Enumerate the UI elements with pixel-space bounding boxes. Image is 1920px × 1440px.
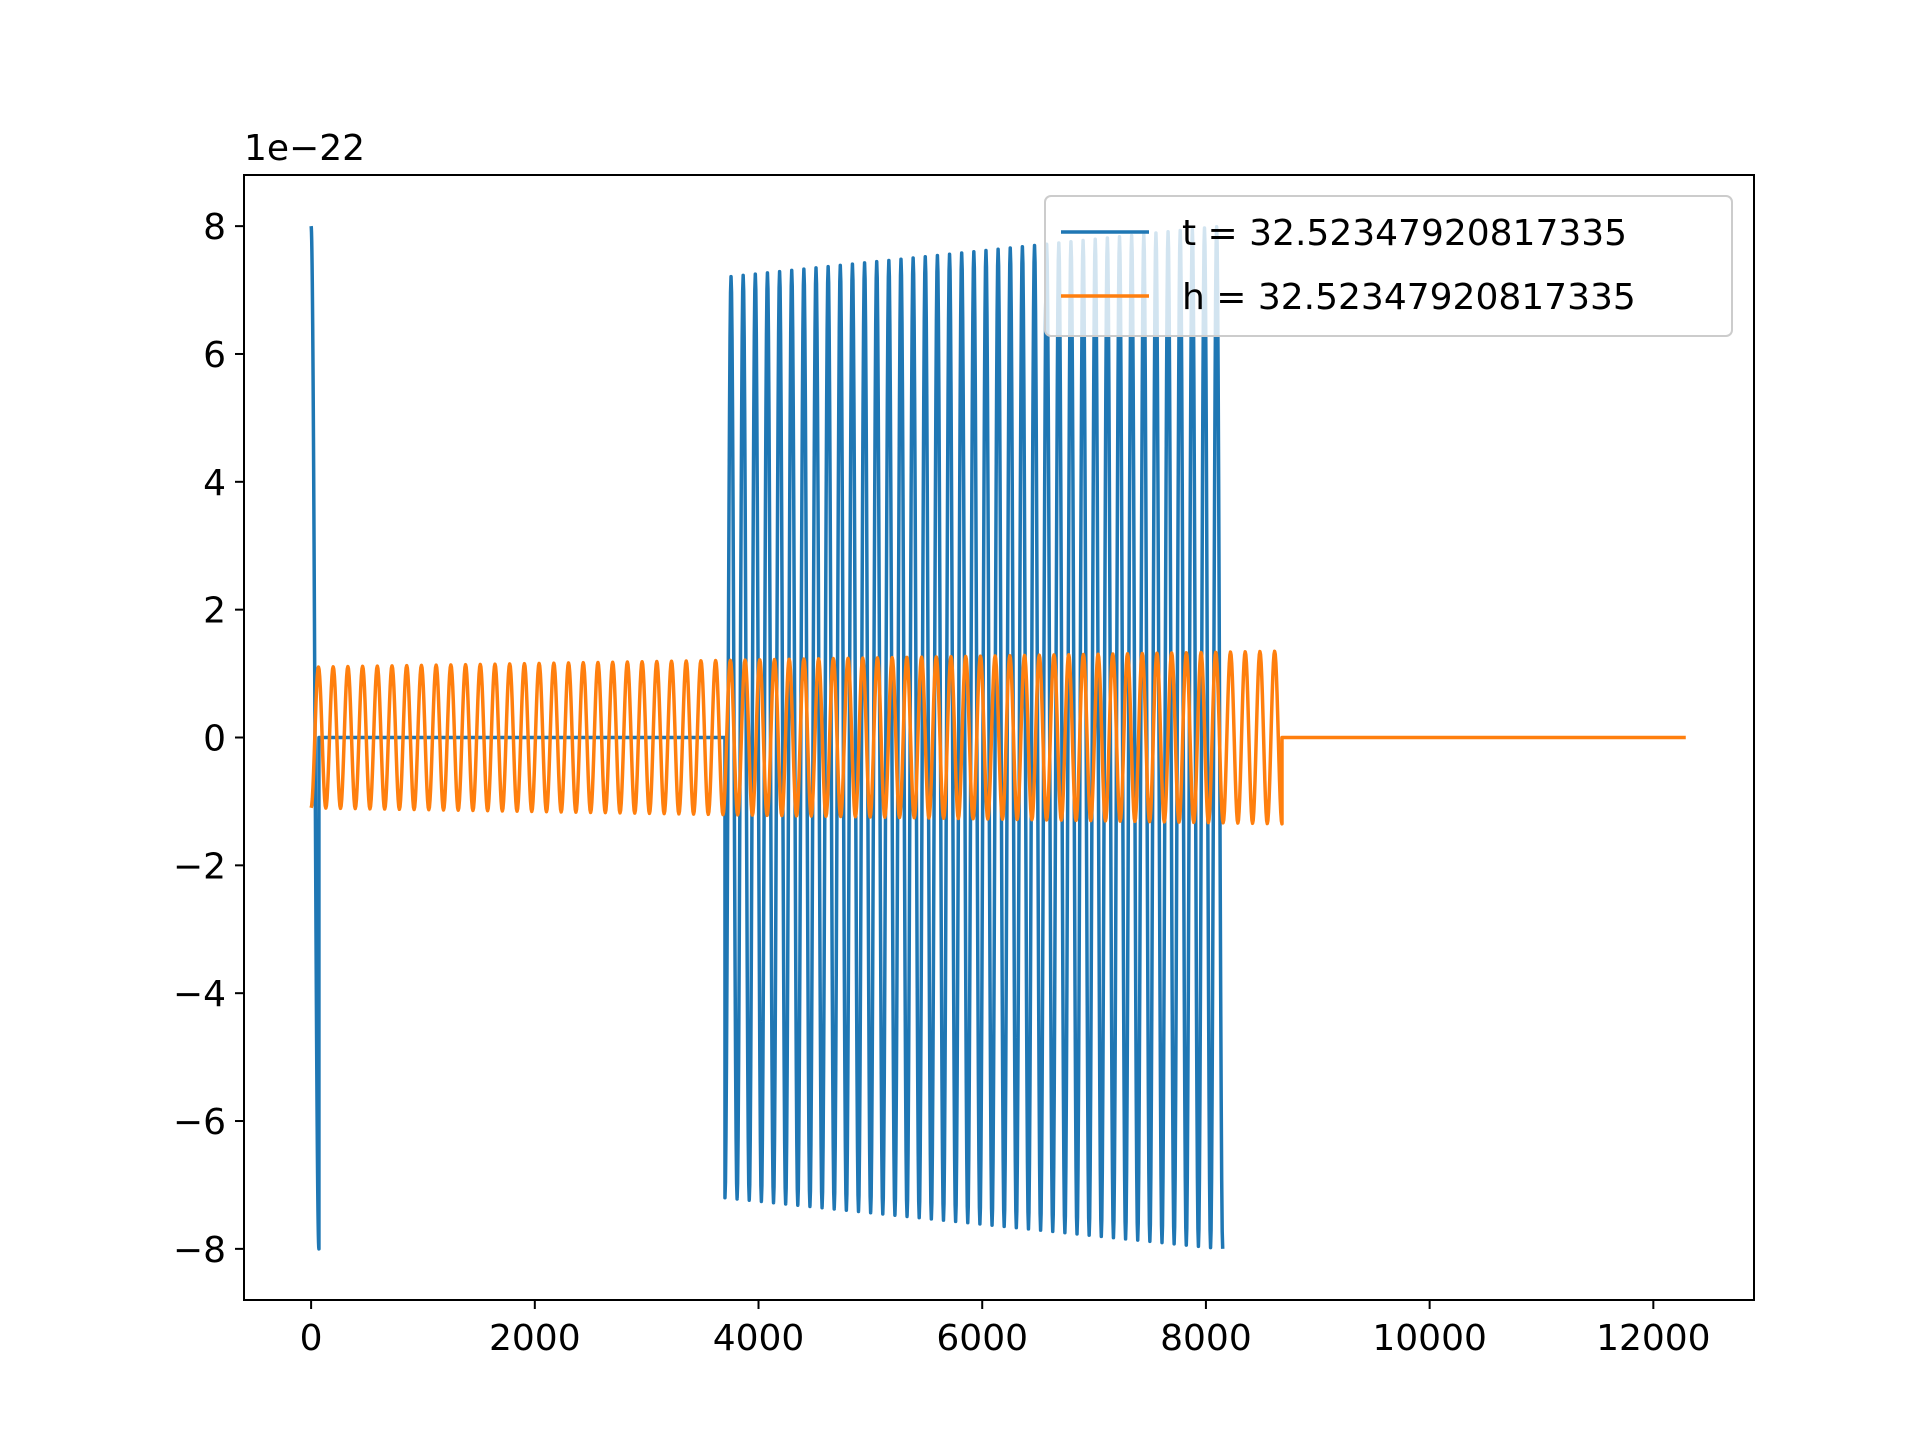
legend-label: h = 32.52347920817335 (1182, 277, 1636, 318)
series-layer (309, 225, 1686, 1251)
x-tick-label: 10000 (1372, 1318, 1487, 1359)
y-tick-label: −2 (173, 846, 226, 887)
legend: t = 32.52347920817335 h = 32.523479208173… (1044, 195, 1733, 337)
x-tick-label: 2000 (489, 1318, 581, 1359)
x-tick-label: 4000 (713, 1318, 805, 1359)
y-tick-label: −8 (173, 1230, 226, 1271)
legend-box (1044, 195, 1733, 337)
y-tick-label: 4 (203, 463, 226, 504)
series-line-t (309, 225, 1225, 1251)
y-tick-label: 2 (203, 591, 226, 632)
series-line-h (309, 649, 1686, 826)
y-tick-label: 0 (203, 719, 226, 760)
y-offset-label: 1e−22 (244, 128, 365, 169)
x-axis: 0 2000 4000 6000 8000 10000 12000 (300, 1300, 1711, 1359)
x-tick-label: 6000 (936, 1318, 1028, 1359)
legend-label: t = 32.52347920817335 (1182, 213, 1627, 254)
x-tick-label: 12000 (1596, 1318, 1711, 1359)
y-axis: 8 6 4 2 0 −2 −4 −6 −8 (173, 207, 244, 1271)
x-tick-label: 0 (300, 1318, 323, 1359)
y-tick-label: 6 (203, 335, 226, 376)
y-tick-label: −4 (173, 974, 226, 1015)
y-tick-label: 8 (203, 207, 226, 248)
x-tick-label: 8000 (1160, 1318, 1252, 1359)
y-tick-label: −6 (173, 1102, 226, 1143)
